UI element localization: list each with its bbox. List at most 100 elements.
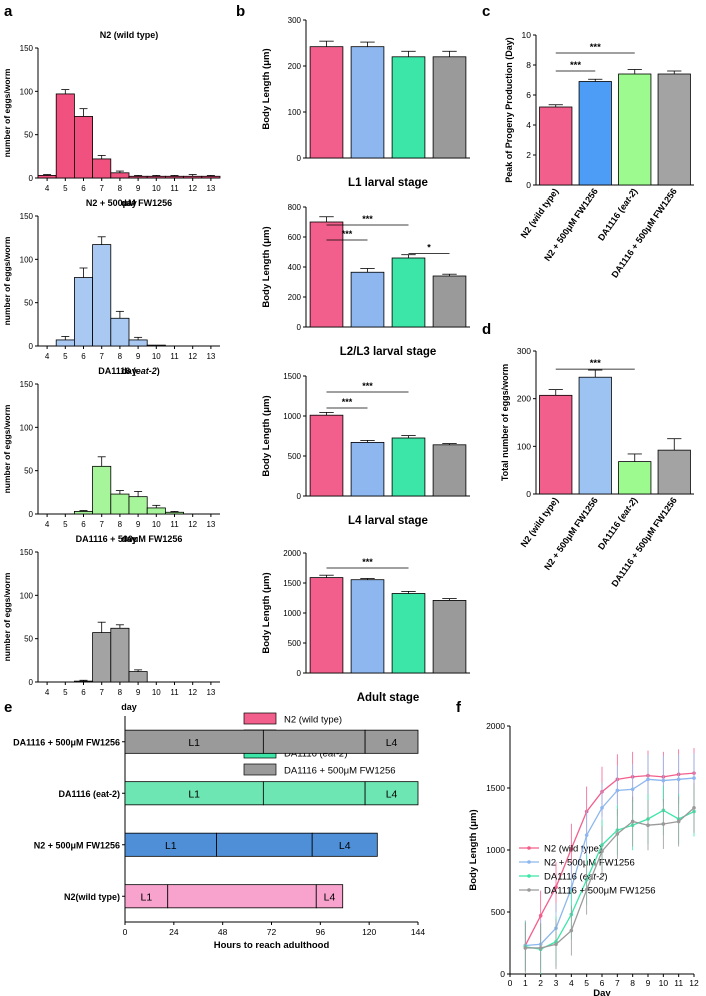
y-tick-label: 150 bbox=[20, 212, 34, 221]
bar bbox=[432, 600, 467, 674]
series-line bbox=[525, 807, 695, 949]
bar bbox=[183, 175, 203, 179]
y-tick-label: 0 bbox=[526, 489, 531, 499]
y-tick-label: 100 bbox=[517, 441, 531, 451]
bar bbox=[110, 627, 130, 683]
bar bbox=[164, 511, 184, 515]
x-tick-label: 8 bbox=[118, 520, 123, 529]
x-tick-label: 7 bbox=[99, 520, 104, 529]
y-tick-label: 10 bbox=[522, 30, 532, 40]
y-tick-label: 50 bbox=[24, 299, 33, 308]
x-tick-label: 12 bbox=[188, 184, 197, 193]
x-tick-label: 10 bbox=[659, 978, 669, 988]
chart-title: L1 larval stage bbox=[348, 177, 428, 189]
x-tick-label: 13 bbox=[206, 688, 215, 697]
y-tick-label: 300 bbox=[288, 16, 302, 25]
x-tick-label: 2 bbox=[538, 978, 543, 988]
legend-marker bbox=[527, 874, 531, 878]
x-tick-label: 72 bbox=[267, 927, 277, 937]
y-tick-label: 150 bbox=[20, 548, 34, 557]
bar bbox=[618, 73, 652, 186]
bar bbox=[578, 376, 612, 495]
y-tick-label: 0 bbox=[29, 174, 34, 183]
x-tick-label: 10 bbox=[152, 520, 161, 529]
row-label: N2 + 500μM FW1256 bbox=[34, 840, 120, 850]
y-tick-label: 0 bbox=[297, 669, 302, 678]
x-tick-label: 11 bbox=[170, 520, 179, 529]
significance-label: *** bbox=[590, 42, 601, 53]
chart-a4: 0 50 100 150 number of eggs/worm 4 5 6 7 8 9 10 11 12… bbox=[2, 534, 220, 712]
legend-marker bbox=[527, 846, 531, 850]
x-tick-label: 6 bbox=[81, 352, 86, 361]
bar bbox=[350, 441, 385, 497]
y-axis-label: Body Length (μm) bbox=[261, 395, 272, 476]
bar bbox=[618, 461, 652, 495]
bar bbox=[128, 339, 148, 347]
x-tick-label: 11 bbox=[170, 184, 179, 193]
panel-label-d: d bbox=[482, 321, 491, 338]
y-tick-label: 200 bbox=[288, 293, 302, 302]
x-tick-label: 9 bbox=[136, 520, 141, 529]
y-tick-label: 8 bbox=[526, 60, 531, 70]
y-tick-label: 0 bbox=[29, 510, 34, 519]
legend-marker bbox=[527, 888, 531, 892]
y-tick-label: 100 bbox=[288, 108, 302, 117]
row-label: DA1116 (eat-2) bbox=[58, 789, 120, 799]
y-tick-label: 0 bbox=[526, 180, 531, 190]
chart-a2: 0 50 100 150 number of eggs/worm 4 5 6 7 8 9 10 11 12… bbox=[2, 198, 220, 376]
legend-label: N2 + 500μM FW1256 bbox=[544, 858, 635, 869]
y-axis-label: Body Length (μm) bbox=[468, 809, 479, 890]
bar bbox=[92, 158, 112, 179]
y-tick-label: 300 bbox=[517, 346, 531, 356]
significance-label: *** bbox=[362, 557, 373, 567]
x-tick-label: 11 bbox=[674, 978, 683, 988]
category-label: DA1116 (eat-2) bbox=[596, 495, 639, 551]
bar bbox=[432, 444, 467, 497]
x-tick-label: 9 bbox=[136, 352, 141, 361]
bar bbox=[539, 394, 573, 495]
y-axis-label: Body Length (μm) bbox=[261, 572, 272, 653]
significance-label: *** bbox=[342, 229, 353, 239]
stage-label-l1: L1 bbox=[188, 737, 200, 749]
y-axis-label: Body Length (μm) bbox=[261, 226, 272, 307]
y-tick-label: 500 bbox=[288, 452, 302, 461]
bar bbox=[74, 680, 94, 683]
bar bbox=[432, 56, 467, 159]
x-tick-label: 1 bbox=[523, 978, 528, 988]
y-axis-label: number of eggs/worm bbox=[2, 404, 12, 493]
x-tick-label: 4 bbox=[45, 520, 50, 529]
stage-label-l1: L1 bbox=[165, 840, 177, 852]
x-tick-label: 6 bbox=[600, 978, 605, 988]
stage-segment bbox=[364, 729, 419, 754]
y-tick-label: 1000 bbox=[283, 412, 301, 421]
bar bbox=[55, 339, 75, 347]
row-label: DA1116 + 500μM FW1256 bbox=[13, 737, 120, 747]
stage-label-l4: L4 bbox=[324, 891, 336, 903]
bar bbox=[350, 271, 385, 328]
bar bbox=[432, 275, 467, 328]
x-tick-label: 8 bbox=[118, 688, 123, 697]
y-tick-label: 600 bbox=[288, 233, 302, 242]
stage-label-l4: L4 bbox=[339, 840, 351, 852]
x-tick-label: 24 bbox=[169, 927, 179, 937]
bar bbox=[146, 507, 166, 515]
y-tick-label: 1000 bbox=[486, 845, 505, 855]
y-tick-label: 200 bbox=[288, 62, 302, 71]
stage-segment bbox=[216, 832, 313, 857]
y-tick-label: 2 bbox=[526, 150, 531, 160]
x-tick-label: 4 bbox=[569, 978, 574, 988]
row-label: N2(wild type) bbox=[64, 892, 120, 902]
y-tick-label: 0 bbox=[29, 678, 34, 687]
significance-label: *** bbox=[570, 60, 581, 71]
y-tick-label: 150 bbox=[20, 380, 34, 389]
bar bbox=[391, 437, 426, 497]
legend-swatch bbox=[243, 763, 277, 776]
chart-c: 0 2 4 6 8 10 Peak of Progeny Production (Day) N… bbox=[504, 30, 694, 280]
bar bbox=[128, 175, 148, 179]
series-line bbox=[525, 777, 695, 947]
y-tick-label: 150 bbox=[20, 44, 34, 53]
bar bbox=[391, 257, 426, 328]
panel-label-f: f bbox=[456, 699, 462, 716]
